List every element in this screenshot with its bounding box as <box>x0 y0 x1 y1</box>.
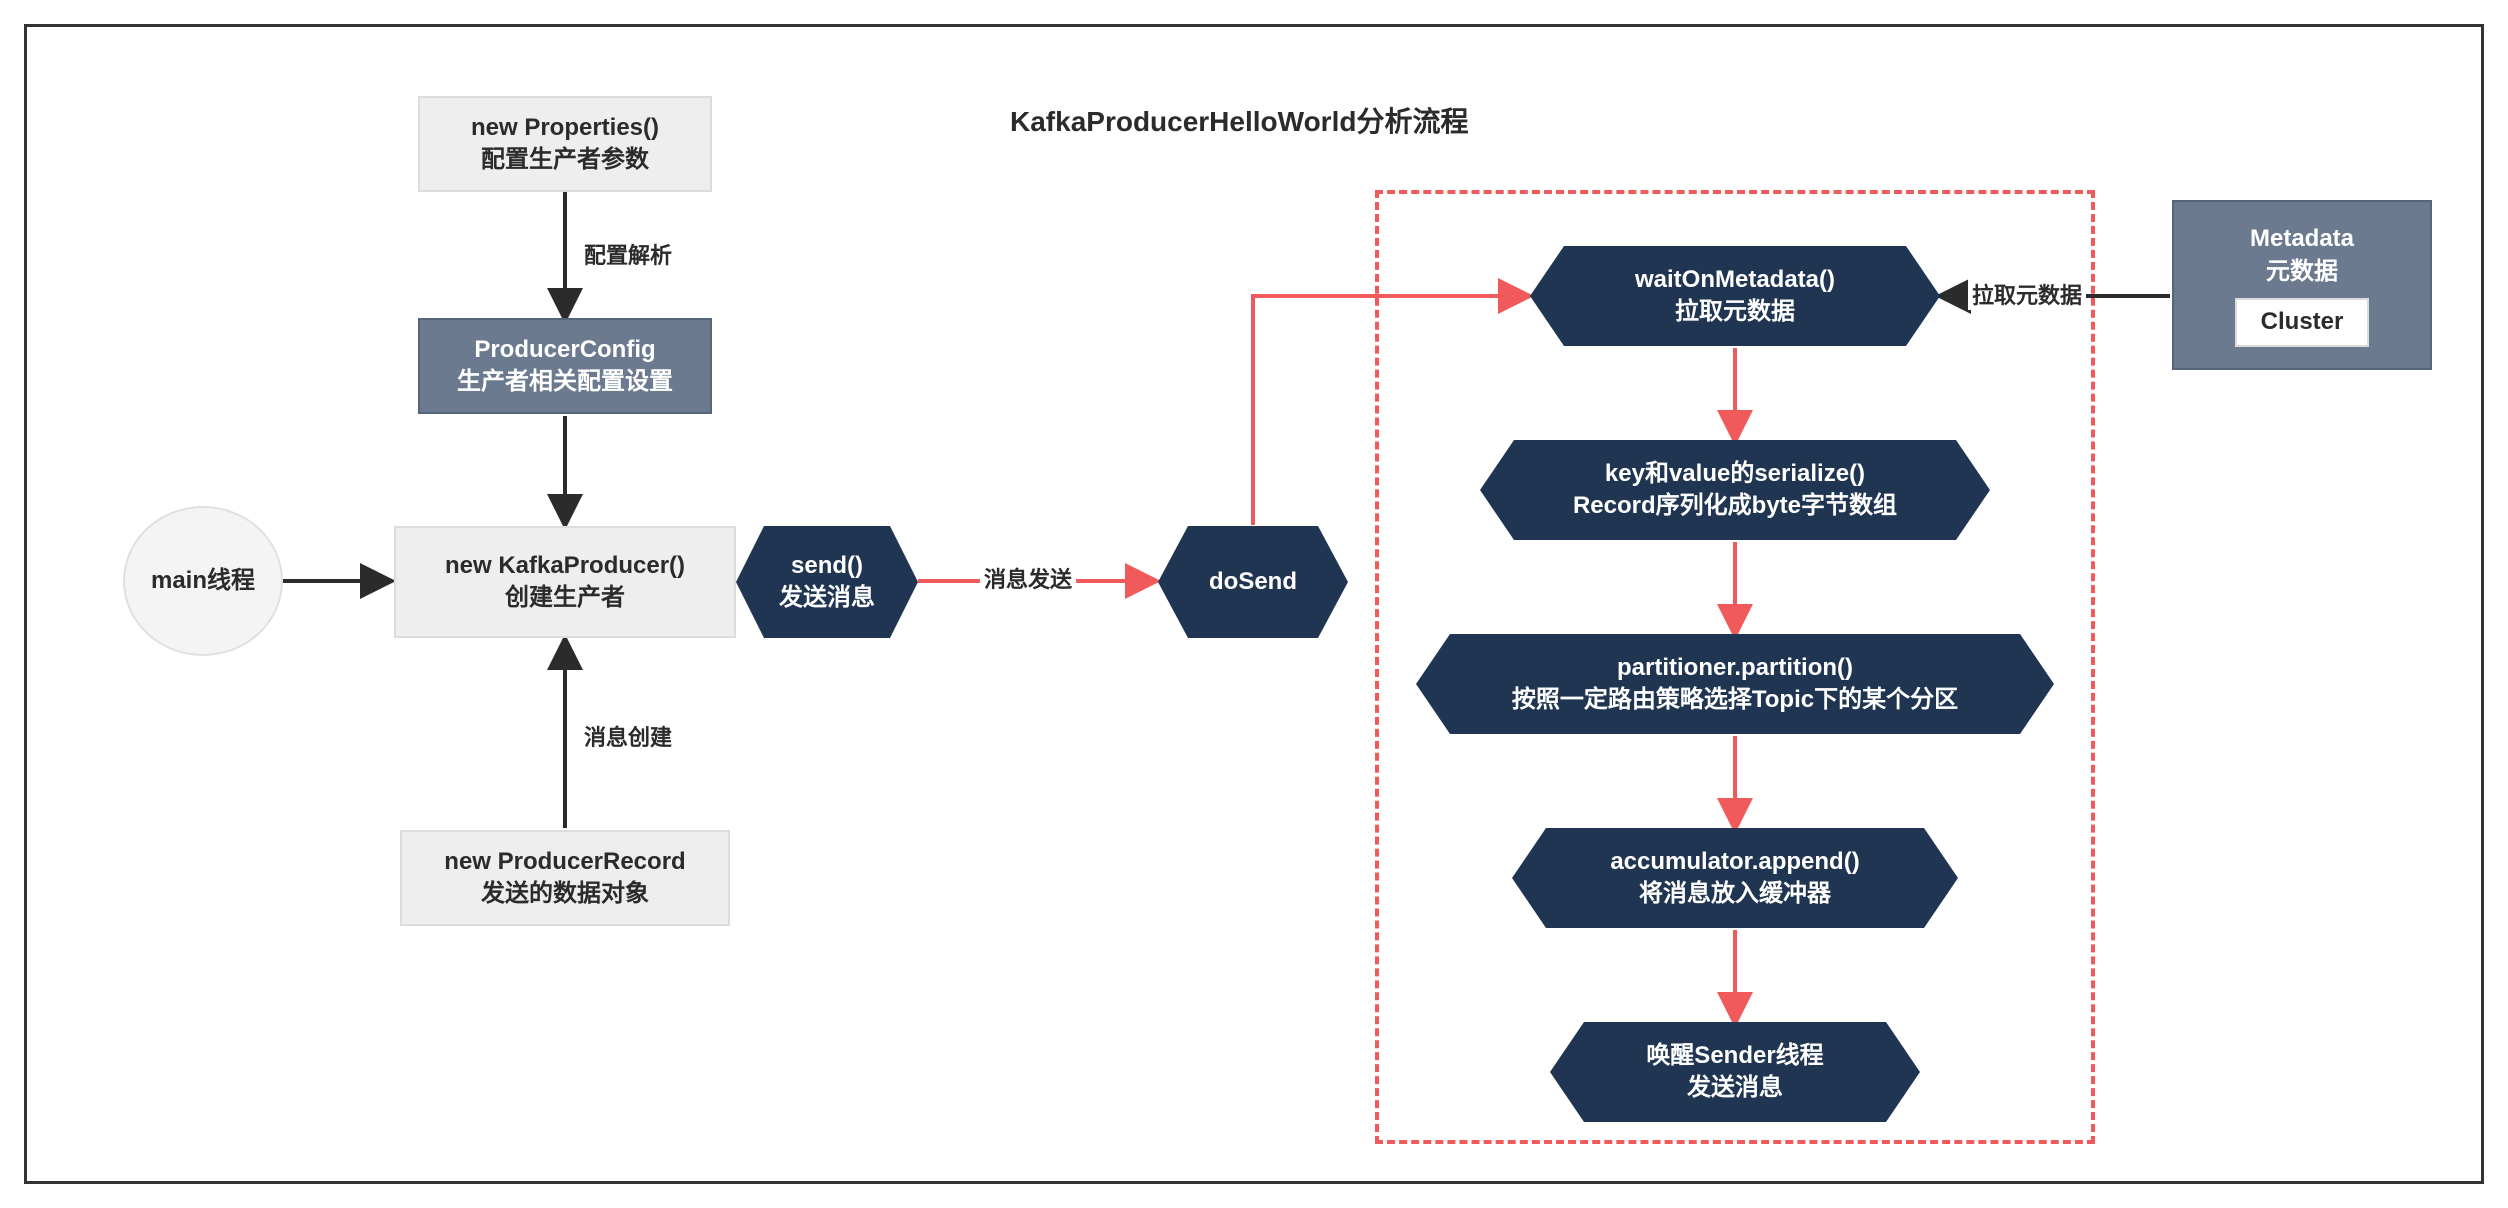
node-dosend: doSend <box>1158 526 1348 638</box>
node-metadata: Metadata 元数据 Cluster <box>2172 200 2432 370</box>
node-wait-on-metadata-l2: 拉取元数据 <box>1635 296 1835 328</box>
label-msg-send: 消息发送 <box>980 562 1076 594</box>
label-pull-meta: 拉取元数据 <box>1968 278 2086 310</box>
node-kafka-producer: new KafkaProducer() 创建生产者 <box>394 526 736 638</box>
node-kafka-producer-l1: new KafkaProducer() <box>445 550 685 582</box>
node-main-thread: main线程 <box>123 506 283 656</box>
label-config-parse: 配置解析 <box>580 238 676 270</box>
node-producer-record: new ProducerRecord 发送的数据对象 <box>400 830 730 926</box>
node-send-l1: send() <box>779 550 875 582</box>
node-partition-l2: 按照一定路由策略选择Topic下的某个分区 <box>1512 684 1958 716</box>
label-msg-create: 消息创建 <box>580 720 676 752</box>
node-sender-l2: 发送消息 <box>1646 1072 1823 1104</box>
diagram-title: KafkaProducerHelloWorld分析流程 <box>1010 100 1468 140</box>
node-producer-record-l1: new ProducerRecord <box>444 846 685 878</box>
node-accumulator-l1: accumulator.append() <box>1610 846 1859 878</box>
node-serialize: key和value的serialize() Record序列化成byte字节数组 <box>1480 440 1990 540</box>
node-serialize-l2: Record序列化成byte字节数组 <box>1573 490 1897 522</box>
node-main-thread-text: main线程 <box>151 565 255 597</box>
node-wait-on-metadata-l1: waitOnMetadata() <box>1635 264 1835 296</box>
node-dosend-l1: doSend <box>1209 566 1297 598</box>
node-producer-record-l2: 发送的数据对象 <box>481 878 649 910</box>
node-producer-config-l1: ProducerConfig <box>474 334 655 366</box>
node-metadata-l1: Metadata <box>2250 223 2354 255</box>
node-accumulator: accumulator.append() 将消息放入缓冲器 <box>1512 828 1958 928</box>
diagram-canvas: KafkaProducerHelloWorld分析流程 <box>0 0 2508 1208</box>
node-accumulator-l2: 将消息放入缓冲器 <box>1610 878 1859 910</box>
node-serialize-l1: key和value的serialize() <box>1573 458 1897 490</box>
node-metadata-cluster: Cluster <box>2235 298 2370 346</box>
node-kafka-producer-l2: 创建生产者 <box>505 582 625 614</box>
node-wait-on-metadata: waitOnMetadata() 拉取元数据 <box>1530 246 1940 346</box>
node-properties: new Properties() 配置生产者参数 <box>418 96 712 192</box>
node-partition-l1: partitioner.partition() <box>1512 652 1958 684</box>
node-producer-config-l2: 生产者相关配置设置 <box>457 366 673 398</box>
node-sender: 唤醒Sender线程 发送消息 <box>1550 1022 1920 1122</box>
node-partition: partitioner.partition() 按照一定路由策略选择Topic下… <box>1416 634 2054 734</box>
node-send-l2: 发送消息 <box>779 582 875 614</box>
node-send: send() 发送消息 <box>736 526 918 638</box>
node-properties-l2: 配置生产者参数 <box>481 144 649 176</box>
node-sender-l1: 唤醒Sender线程 <box>1646 1040 1823 1072</box>
node-properties-l1: new Properties() <box>471 112 659 144</box>
node-producer-config: ProducerConfig 生产者相关配置设置 <box>418 318 712 414</box>
node-metadata-l2: 元数据 <box>2266 256 2338 288</box>
